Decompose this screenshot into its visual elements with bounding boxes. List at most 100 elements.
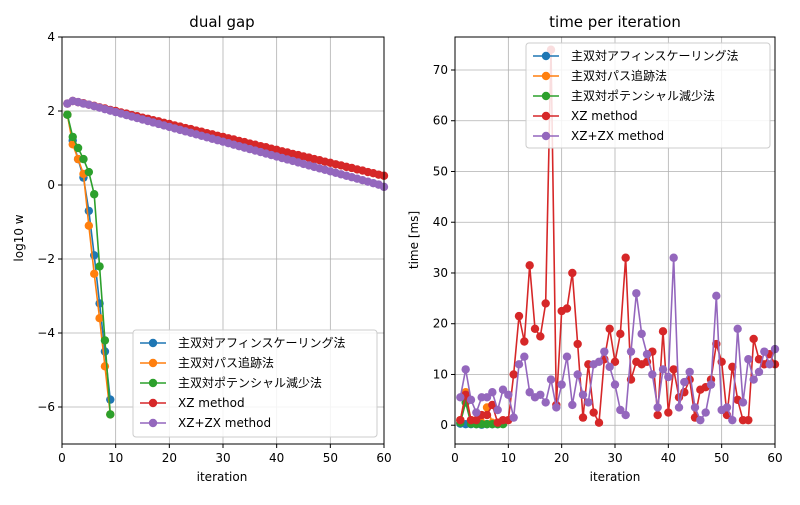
dual-gap-data-point bbox=[84, 221, 94, 230]
time-per-iteration-data-point bbox=[610, 380, 620, 389]
time-per-iteration-data-point bbox=[573, 370, 582, 379]
time-per-iteration-ytick-label: 50 bbox=[433, 164, 448, 178]
dual-gap-xtick-label: 50 bbox=[323, 451, 338, 465]
time-per-iteration-data-point bbox=[616, 405, 625, 415]
time-per-iteration-data-point bbox=[568, 268, 577, 278]
dual-gap-data-point bbox=[90, 190, 99, 199]
dual-gap-data-point bbox=[95, 314, 104, 323]
time-per-iteration-data-point bbox=[520, 352, 529, 361]
time-per-iteration-data-point bbox=[509, 413, 518, 422]
dual-gap-series-2 bbox=[63, 110, 115, 419]
legend-item: 主双対パス追跡法 bbox=[140, 355, 274, 370]
legend-label: XZ+ZX method bbox=[571, 129, 664, 143]
legend-item: XZ+ZX method bbox=[533, 129, 664, 143]
legend-item: 主双対ポテンシャル減少法 bbox=[140, 375, 322, 390]
time-per-iteration-data-point bbox=[621, 410, 630, 420]
dual-gap-data-point bbox=[106, 410, 115, 419]
time-per-iteration-data-point bbox=[600, 347, 609, 356]
time-per-iteration-data-point bbox=[552, 403, 561, 412]
time-per-iteration-data-point bbox=[765, 360, 774, 369]
time-per-iteration-ylabel: time [ms] bbox=[407, 211, 421, 269]
dual-gap-data-point bbox=[95, 262, 104, 271]
time-per-iteration-data-point bbox=[493, 405, 502, 415]
time-per-iteration-data-point bbox=[610, 357, 620, 366]
dual-gap-ylabel: log10 w bbox=[12, 214, 26, 261]
dual-gap-xtick-label: 10 bbox=[108, 451, 123, 465]
dual-gap-ytick-label: 4 bbox=[47, 30, 55, 44]
dual-gap-data-point bbox=[100, 362, 110, 371]
time-per-iteration-data-point bbox=[621, 253, 630, 262]
dual-gap-xtick-label: 60 bbox=[376, 451, 391, 465]
time-per-iteration-data-point bbox=[525, 261, 534, 270]
legend-label: 主双対ポテンシャル減少法 bbox=[178, 375, 322, 390]
legend-marker bbox=[148, 418, 158, 428]
dual-gap-plot: dual gap iteration log10 w 0 10 20 30 40 50 60… bbox=[12, 13, 392, 484]
time-per-iteration-data-point bbox=[754, 367, 764, 377]
time-per-iteration-data-point bbox=[632, 289, 641, 298]
legend-label: 主双対ポテンシャル減少法 bbox=[571, 88, 715, 103]
legend-label: 主双対アフィンスケーリング法 bbox=[571, 49, 739, 63]
time-per-iteration-legend-box bbox=[525, 42, 771, 149]
time-per-iteration-plot: time per iteration iteration time [ms] 0… bbox=[407, 13, 783, 484]
time-per-iteration-xtick-label: 10 bbox=[501, 451, 516, 465]
legend-item: 主双対アフィンスケーリング法 bbox=[140, 336, 346, 350]
time-per-iteration-data-point bbox=[461, 365, 470, 374]
dual-gap-legend-box bbox=[132, 329, 378, 438]
dual-gap-data-point bbox=[84, 167, 94, 177]
time-per-iteration-data-point bbox=[546, 375, 556, 384]
time-per-iteration-data-point bbox=[605, 362, 614, 372]
time-per-iteration-data-point bbox=[536, 390, 545, 399]
time-per-iteration-data-point bbox=[728, 415, 737, 425]
time-per-iteration-data-point bbox=[466, 395, 476, 405]
dual-gap-ticks: 0 10 20 30 40 50 60 −6 −4 −2 0 2 4 bbox=[37, 30, 391, 465]
time-per-iteration-data-point bbox=[744, 355, 753, 364]
dual-gap-xtick-label: 40 bbox=[269, 451, 284, 465]
time-per-iteration-data-point bbox=[514, 311, 524, 321]
time-per-iteration-xtick-label: 0 bbox=[451, 451, 459, 465]
time-per-iteration-data-point bbox=[488, 400, 497, 410]
time-per-iteration-series-4 bbox=[456, 253, 780, 425]
time-per-iteration-data-point bbox=[669, 253, 678, 262]
dual-gap-data-point bbox=[79, 154, 88, 164]
legend-marker bbox=[541, 111, 551, 121]
legend-item: 主双対アフィンスケーリング法 bbox=[533, 49, 739, 63]
time-per-iteration-data-point bbox=[701, 408, 710, 417]
time-per-iteration-data-point bbox=[648, 370, 657, 379]
time-per-iteration-data-point bbox=[584, 398, 593, 407]
dual-gap-data-point bbox=[63, 110, 72, 119]
time-per-iteration-data-point bbox=[706, 380, 716, 389]
legend-label: XZ method bbox=[178, 396, 245, 410]
time-per-iteration-data-point bbox=[653, 403, 662, 412]
time-per-iteration-data-point bbox=[733, 324, 742, 333]
legend-marker bbox=[148, 338, 158, 348]
time-per-iteration-data-point bbox=[605, 324, 614, 333]
time-per-iteration-data-point bbox=[664, 408, 673, 417]
time-per-iteration-data-point bbox=[712, 291, 721, 301]
time-per-iteration-data-point bbox=[530, 324, 540, 333]
dual-gap-data-point bbox=[73, 143, 83, 153]
time-per-iteration-data-point bbox=[514, 360, 524, 369]
time-per-iteration-data-point bbox=[616, 329, 625, 339]
time-per-iteration-data-point bbox=[456, 393, 465, 402]
time-per-iteration-data-point bbox=[594, 418, 604, 427]
time-per-iteration-data-point bbox=[525, 388, 534, 397]
time-per-iteration-ytick-label: 0 bbox=[440, 418, 448, 432]
time-per-iteration-data-point bbox=[456, 415, 465, 425]
time-per-iteration-data-point bbox=[509, 370, 518, 379]
time-per-iteration-data-point bbox=[578, 390, 588, 399]
legend-marker bbox=[148, 358, 158, 368]
time-per-iteration-data-point bbox=[749, 375, 758, 384]
time-per-iteration-data-point bbox=[626, 347, 636, 356]
time-per-iteration-data-point bbox=[722, 403, 732, 412]
time-per-iteration-series bbox=[456, 45, 780, 429]
time-per-iteration-data-point bbox=[685, 367, 694, 377]
legend-marker bbox=[541, 91, 551, 101]
dual-gap-xtick-label: 20 bbox=[162, 451, 177, 465]
time-per-iteration-data-point bbox=[738, 398, 748, 407]
time-per-iteration-data-point bbox=[637, 329, 646, 339]
time-per-iteration-data-point bbox=[744, 415, 753, 425]
legend-marker bbox=[541, 71, 551, 81]
time-per-iteration-xtick-label: 50 bbox=[714, 451, 729, 465]
